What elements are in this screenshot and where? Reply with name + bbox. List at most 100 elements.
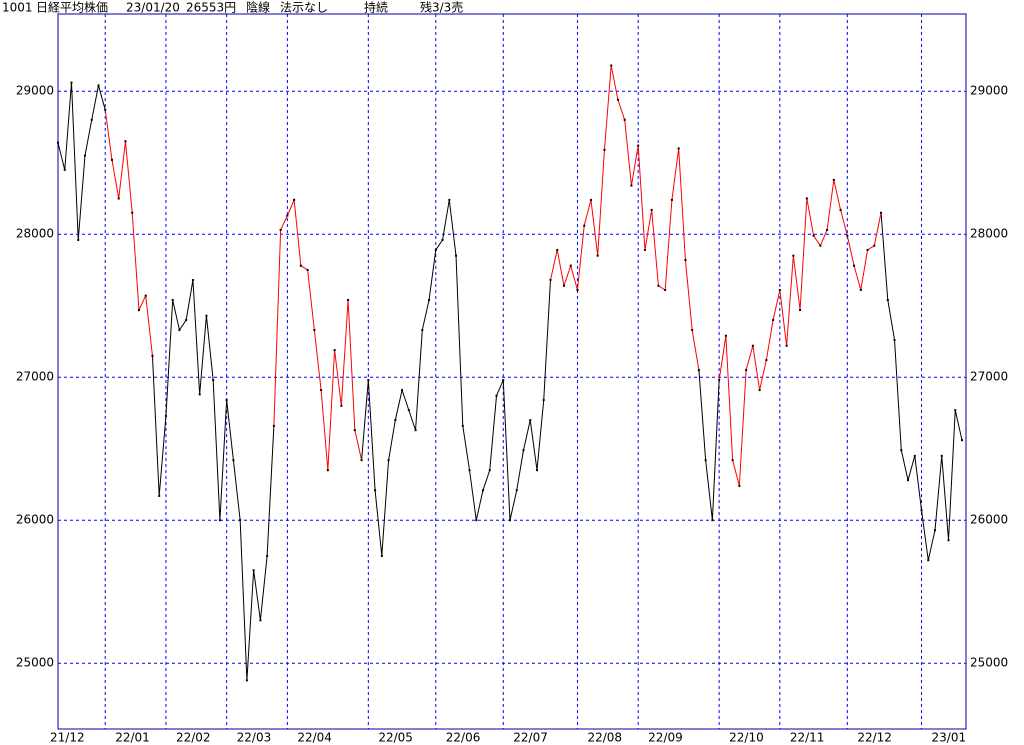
- price-point: [664, 288, 667, 291]
- stock-name: 日経平均株価: [36, 0, 108, 15]
- price-point: [623, 118, 626, 121]
- price-point: [853, 264, 856, 267]
- price-point: [279, 228, 282, 231]
- note: 法示なし: [280, 1, 328, 15]
- price-point: [57, 141, 59, 144]
- price-point: [880, 211, 883, 214]
- price-point: [333, 349, 336, 352]
- price-point: [259, 619, 262, 622]
- x-tick-label: 22/06: [446, 731, 481, 745]
- y-tick-label-right: 26000: [970, 513, 1008, 527]
- price-point: [441, 238, 444, 241]
- price-point: [367, 379, 370, 382]
- date: 23/01/20: [126, 1, 180, 15]
- price-point: [940, 454, 943, 457]
- price-point: [90, 118, 93, 121]
- price-point: [495, 394, 498, 397]
- price-point: [832, 178, 835, 181]
- price: 26553円: [186, 1, 236, 15]
- price-point: [522, 449, 525, 452]
- price-point: [643, 248, 646, 251]
- price-point: [630, 184, 633, 187]
- price-point: [299, 264, 302, 267]
- stock-code: 1001: [2, 1, 33, 15]
- y-tick-label: 29000: [16, 84, 54, 98]
- header: 1001 日経平均株価 23/01/20 26553円 陰線 法示なし 持続 残…: [2, 0, 463, 15]
- price-point: [205, 314, 208, 317]
- price-point: [893, 339, 896, 342]
- price-point: [859, 288, 862, 291]
- y-tick-label: 28000: [16, 227, 54, 241]
- price-point: [313, 329, 316, 332]
- price-point: [589, 198, 592, 201]
- price-point: [724, 334, 727, 337]
- price-point: [697, 369, 700, 372]
- price-point: [306, 268, 309, 271]
- price-point: [866, 248, 869, 251]
- y-tick-label-right: 27000: [970, 370, 1008, 384]
- x-tick-label: 22/12: [857, 731, 892, 745]
- price-point: [218, 519, 221, 522]
- price-point: [117, 197, 120, 200]
- price-point: [535, 469, 538, 472]
- price-point: [252, 569, 255, 572]
- price-point: [805, 197, 808, 200]
- price-point: [650, 208, 653, 211]
- price-point: [583, 224, 586, 227]
- price-point: [488, 469, 491, 472]
- price-point: [637, 144, 640, 147]
- price-point: [482, 489, 485, 492]
- price-point: [110, 158, 113, 161]
- x-tick-label: 23/01: [932, 731, 967, 745]
- price-point: [77, 238, 80, 241]
- price-point: [569, 264, 572, 267]
- price-point: [434, 248, 437, 251]
- price-point: [657, 284, 660, 287]
- price-point: [704, 459, 707, 462]
- price-point: [745, 369, 748, 372]
- price-point: [785, 344, 788, 347]
- price-point: [684, 258, 687, 261]
- price-point: [846, 234, 849, 237]
- price-point: [340, 404, 343, 407]
- remain: 残3/3売: [420, 0, 463, 15]
- plot-frame: [57, 13, 967, 730]
- x-tick-label: 22/01: [115, 731, 150, 745]
- price-point: [677, 147, 680, 150]
- x-tick-label: 22/11: [790, 731, 825, 745]
- price-point: [414, 429, 417, 432]
- price-point: [320, 389, 323, 392]
- price-point: [225, 399, 228, 402]
- price-point: [353, 429, 356, 432]
- price-point: [407, 409, 410, 412]
- price-point: [151, 354, 154, 357]
- price-point: [326, 469, 329, 472]
- price-point: [778, 288, 781, 291]
- x-tick-label: 22/05: [378, 731, 413, 745]
- x-tick-label: 22/03: [237, 731, 272, 745]
- price-point: [927, 559, 930, 562]
- price-point: [839, 208, 842, 211]
- price-point: [610, 64, 613, 67]
- price-point: [596, 254, 599, 257]
- price-point: [461, 424, 464, 427]
- price-point: [144, 294, 147, 297]
- price-point: [394, 419, 397, 422]
- price-point: [947, 539, 950, 542]
- price-point: [758, 389, 761, 392]
- price-line: [104, 65, 882, 487]
- price-point: [421, 329, 424, 332]
- price-line: [57, 82, 963, 681]
- price-point: [603, 148, 606, 151]
- price-point: [171, 299, 174, 301]
- price-point: [475, 519, 478, 522]
- price-point: [934, 529, 937, 532]
- price-point: [104, 108, 107, 111]
- price-point: [70, 81, 73, 84]
- price-point: [542, 399, 545, 402]
- price-point: [198, 393, 201, 396]
- price-point: [812, 234, 815, 237]
- price-point: [245, 679, 248, 682]
- price-point: [772, 319, 775, 322]
